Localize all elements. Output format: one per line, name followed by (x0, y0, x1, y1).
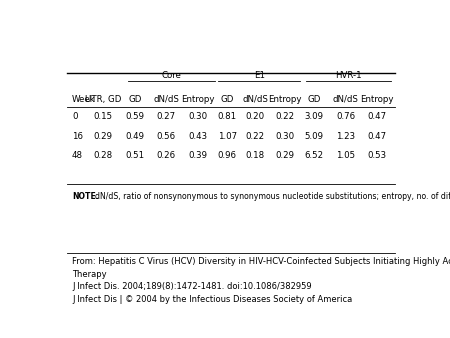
Text: Week: Week (72, 95, 96, 104)
Text: 16: 16 (72, 132, 83, 141)
Text: 0.22: 0.22 (246, 132, 265, 141)
Text: 0.47: 0.47 (368, 112, 387, 121)
Text: 0.96: 0.96 (218, 151, 237, 160)
Text: 3.09: 3.09 (305, 112, 324, 121)
Text: Therapy: Therapy (72, 270, 107, 279)
Text: 0.29: 0.29 (275, 151, 294, 160)
Text: 0.22: 0.22 (275, 112, 294, 121)
Text: 0.30: 0.30 (188, 112, 207, 121)
Text: 0.28: 0.28 (94, 151, 113, 160)
Text: 0.49: 0.49 (125, 132, 144, 141)
Text: Entropy: Entropy (181, 95, 214, 104)
Text: Entropy: Entropy (268, 95, 302, 104)
Text: From: Hepatitis C Virus (HCV) Diversity in HIV-HCV-Coinfected Subjects Initiatin: From: Hepatitis C Virus (HCV) Diversity … (72, 257, 450, 266)
Text: 1.23: 1.23 (336, 132, 356, 141)
Text: 0.39: 0.39 (188, 151, 207, 160)
Text: GD: GD (220, 95, 234, 104)
Text: J Infect Dis | © 2004 by the Infectious Diseases Society of America: J Infect Dis | © 2004 by the Infectious … (72, 295, 352, 304)
Text: 5.09: 5.09 (305, 132, 324, 141)
Text: 0.15: 0.15 (94, 112, 113, 121)
Text: 6.52: 6.52 (305, 151, 324, 160)
Text: dN/dS, ratio of nonsynonymous to synonymous nucleotide substitutions; entropy, n: dN/dS, ratio of nonsynonymous to synonym… (94, 192, 450, 200)
Text: 48: 48 (72, 151, 83, 160)
Text: Entropy: Entropy (360, 95, 394, 104)
Text: 0.20: 0.20 (246, 112, 265, 121)
Text: 0.53: 0.53 (368, 151, 387, 160)
Text: 0.59: 0.59 (125, 112, 144, 121)
Text: UTR, GD: UTR, GD (85, 95, 122, 104)
Text: 0.51: 0.51 (125, 151, 144, 160)
Text: GD: GD (308, 95, 321, 104)
Text: 0.47: 0.47 (368, 132, 387, 141)
Text: HVR-1: HVR-1 (335, 71, 362, 80)
Text: 1.05: 1.05 (336, 151, 356, 160)
Text: 0.30: 0.30 (275, 132, 294, 141)
Text: E1: E1 (254, 71, 265, 80)
Text: GD: GD (128, 95, 141, 104)
Text: 0.29: 0.29 (94, 132, 113, 141)
Text: dN/dS: dN/dS (333, 95, 359, 104)
Text: J Infect Dis. 2004;189(8):1472-1481. doi:10.1086/382959: J Infect Dis. 2004;189(8):1472-1481. doi… (72, 282, 311, 291)
Text: 0.76: 0.76 (336, 112, 356, 121)
Text: Core: Core (162, 71, 181, 80)
Text: 0.27: 0.27 (157, 112, 176, 121)
Text: dN/dS: dN/dS (242, 95, 268, 104)
Text: NOTE.: NOTE. (72, 192, 99, 200)
Text: dN/dS: dN/dS (153, 95, 179, 104)
Text: 0.81: 0.81 (218, 112, 237, 121)
Text: 0.26: 0.26 (157, 151, 176, 160)
Text: 0.56: 0.56 (157, 132, 176, 141)
Text: 0.18: 0.18 (246, 151, 265, 160)
Text: 0.43: 0.43 (188, 132, 207, 141)
Text: 1.07: 1.07 (218, 132, 237, 141)
Text: 0: 0 (72, 112, 77, 121)
